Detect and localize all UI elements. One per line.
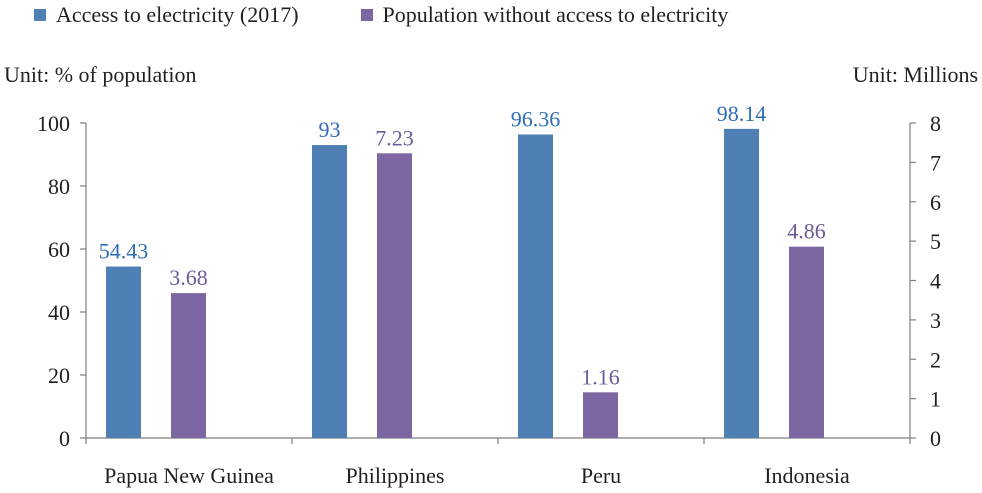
right-axis-tick-label: 3 xyxy=(930,308,941,333)
right-axis-unit-label: Unit: Millions xyxy=(852,62,978,87)
category-label: Indonesia xyxy=(764,463,850,488)
left-axis-tick-label: 60 xyxy=(48,237,70,262)
left-axis-tick-label: 20 xyxy=(48,363,70,388)
right-axis-tick-label: 4 xyxy=(930,269,941,294)
data-label-without-access: 3.68 xyxy=(169,265,208,290)
bar-without-access xyxy=(583,392,618,438)
category-label: Papua New Guinea xyxy=(104,463,274,488)
chart-legend: Access to electricity (2017) Population … xyxy=(34,2,728,28)
right-axis-tick-label: 2 xyxy=(930,347,941,372)
bar-access xyxy=(518,134,553,438)
data-label-access: 96.36 xyxy=(511,106,561,131)
data-label-without-access: 4.86 xyxy=(787,219,826,244)
category-label: Peru xyxy=(581,463,621,488)
legend-swatch-without-access xyxy=(360,9,373,21)
bar-without-access xyxy=(377,153,412,438)
right-axis-tick-label: 6 xyxy=(930,190,941,215)
bar-access xyxy=(312,145,347,439)
legend-swatch-access xyxy=(34,9,46,21)
left-axis-tick-label: 100 xyxy=(37,111,70,136)
bar-without-access xyxy=(789,246,824,438)
left-axis-tick-label: 80 xyxy=(48,174,70,199)
bar-access xyxy=(106,266,141,438)
data-label-without-access: 7.23 xyxy=(375,125,414,150)
legend-label-access: Access to electricity (2017) xyxy=(56,2,299,27)
right-axis-tick-label: 1 xyxy=(930,387,941,412)
data-label-access: 98.14 xyxy=(717,101,767,126)
data-label-access: 54.43 xyxy=(99,239,149,264)
bar-without-access xyxy=(171,293,206,438)
left-axis-tick-label: 40 xyxy=(48,300,70,325)
data-label-access: 93 xyxy=(319,117,341,142)
category-label: Philippines xyxy=(345,463,444,488)
legend-item-access: Access to electricity (2017) xyxy=(34,2,299,28)
bar-access xyxy=(724,128,759,438)
data-label-without-access: 1.16 xyxy=(581,364,620,389)
right-axis-tick-label: 8 xyxy=(930,111,941,136)
right-axis-tick-label: 5 xyxy=(930,229,941,254)
right-axis-tick-label: 0 xyxy=(930,426,941,451)
left-axis-unit-label: Unit: % of population xyxy=(4,62,197,87)
left-axis-tick-label: 0 xyxy=(59,426,70,451)
legend-item-without-access: Population without access to electricity xyxy=(360,2,729,28)
legend-label-without-access: Population without access to electricity xyxy=(382,2,729,27)
right-axis-tick-label: 7 xyxy=(930,150,941,175)
